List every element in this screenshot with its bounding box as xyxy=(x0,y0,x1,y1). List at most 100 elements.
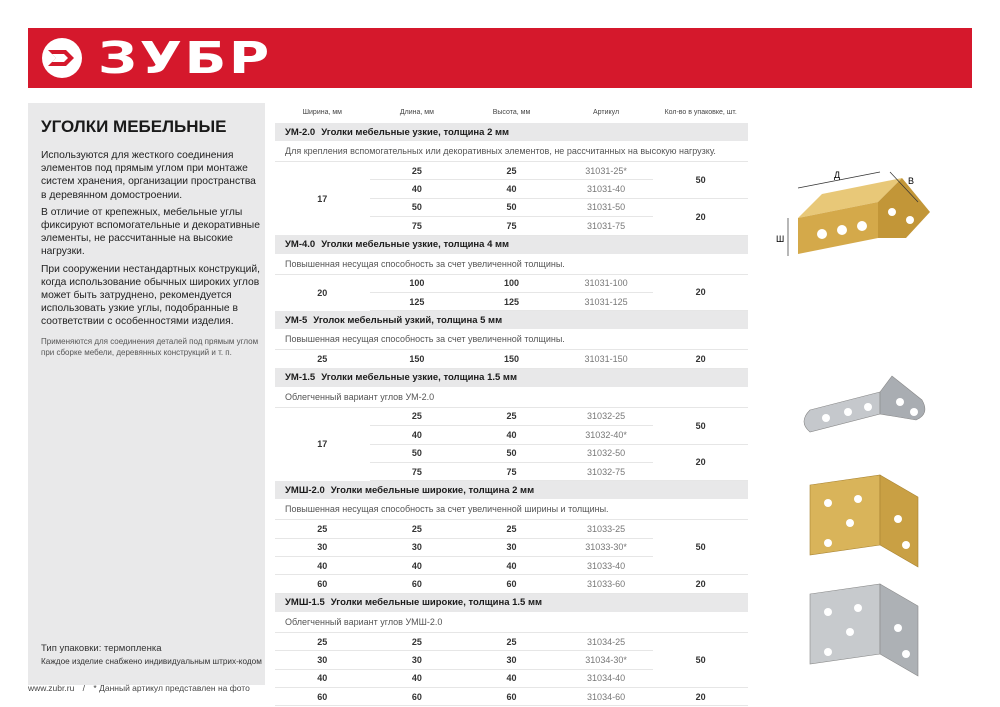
article-cell: 31031-40 xyxy=(558,179,654,199)
pack-qty-cell: 50 xyxy=(653,519,748,576)
table-row: 50 50 31031-50 20 xyxy=(275,198,748,236)
width-cell: 25 xyxy=(275,632,370,652)
width-label: Ш xyxy=(776,234,784,244)
length-cell: 40 xyxy=(369,179,465,199)
height-cell: 40 xyxy=(464,179,559,199)
length-cell: 50 xyxy=(369,198,465,218)
length-cell: 75 xyxy=(369,216,465,236)
section-desc-row: Повышенная несущая способность за счет у… xyxy=(275,499,748,521)
article-cell: 31034-60 xyxy=(558,687,654,707)
height-cell: 25 xyxy=(464,632,559,652)
length-label: Д xyxy=(834,170,840,180)
table-row: 75 75 31032-75 xyxy=(275,462,748,482)
paragraph: Используются для жесткого соединения эле… xyxy=(41,150,256,201)
pack-qty-cell: 20 xyxy=(653,574,748,594)
pack-qty-cell: 20 xyxy=(653,444,748,482)
section-description: Повышенная несущая способность за счет у… xyxy=(275,329,748,351)
photo-note: * Данный артикул представлен на фото xyxy=(93,683,250,693)
brand-name: ЗУБР xyxy=(98,32,272,84)
section-header-row: УМ-4.0 Уголки мебельные узкие, толщина 4 … xyxy=(275,235,748,254)
section-header-row: УМШ-1.5 Уголки мебельные широкие, толщина… xyxy=(275,593,748,612)
description-panel: УГОЛКИ МЕБЕЛЬНЫЕ Используются для жестко… xyxy=(28,103,265,685)
steel-narrow-bracket-photo xyxy=(803,375,926,433)
section-description: Повышенная несущая способность за счет у… xyxy=(275,499,748,521)
table-row: 30 30 30 31033-30* xyxy=(275,538,748,558)
table-row: 60 60 60 31034-60 20 xyxy=(275,687,748,707)
section-header-row: УМ-5 Уголок мебельный узкий, толщина 5 мм xyxy=(275,310,748,330)
section-description: Для крепления вспомогательных или декора… xyxy=(275,141,748,162)
column-header: Ширина, мм xyxy=(302,108,342,116)
column-header: Кол-во в упаковке, шт. xyxy=(664,108,737,116)
website-link[interactable]: www.zubr.ru xyxy=(28,683,75,693)
height-cell: 50 xyxy=(464,198,559,218)
section-title: УМ-1.5 Уголки мебельные узкие, толщина 1.… xyxy=(275,368,748,387)
article-cell: 31032-75 xyxy=(558,462,654,482)
width-cell: 25 xyxy=(275,519,370,539)
section-description: Повышенная несущая способность за счет у… xyxy=(275,253,748,275)
section-name: Уголки мебельные широкие, толщина 1.5 мм xyxy=(330,597,543,609)
column-header: Артикул xyxy=(593,108,620,116)
section-code: УМШ-1.5 xyxy=(285,597,325,609)
section-header-row: УМ-2.0 Уголки мебельные узкие, толщина 2 … xyxy=(275,123,748,141)
pack-qty-cell: 20 xyxy=(653,687,748,707)
article-cell: 31034-30* xyxy=(558,650,654,670)
table-row: 25 25 25 31034-25 50 xyxy=(275,632,748,689)
section-name: Уголки мебельные узкие, толщина 4 мм xyxy=(321,239,510,251)
product-table: Ширина, мм Длина, мм Высота, мм Артикул Кол-… xyxy=(275,101,748,707)
article-cell: 31034-40 xyxy=(558,669,654,689)
height-cell: 100 xyxy=(464,274,559,293)
height-cell: 30 xyxy=(464,650,559,670)
width-cell: 30 xyxy=(275,650,370,670)
section-name: Уголок мебельный узкий, толщина 5 мм xyxy=(313,314,503,326)
table-row: 40 40 40 31033-40 xyxy=(275,556,748,576)
article-cell: 31032-25 xyxy=(558,407,654,427)
height-cell: 150 xyxy=(464,349,559,369)
pack-qty-cell: 20 xyxy=(653,349,748,369)
section-code: УМ-4.0 xyxy=(285,239,316,251)
section-title: УМ-5 Уголок мебельный узкий, толщина 5 мм xyxy=(275,310,748,330)
height-label: В xyxy=(908,176,914,186)
section-title: УМШ-1.5 Уголки мебельные широкие, толщина… xyxy=(275,593,748,612)
width-cell: 17 xyxy=(317,193,328,204)
brass-narrow-bracket-photo: Д В Ш xyxy=(776,170,930,256)
section-header-row: УМ-1.5 Уголки мебельные узкие, толщина 1.… xyxy=(275,368,748,387)
article-cell: 31033-40 xyxy=(558,556,654,576)
article-cell: 31031-100 xyxy=(558,274,654,293)
table-row: 40 40 31031-40 xyxy=(275,179,748,199)
footer-separator: / xyxy=(82,683,86,693)
width-cell: 17 xyxy=(317,439,328,450)
product-photos: Д В Ш xyxy=(770,160,970,680)
table-row: 17 25 25 31031-25* 50 xyxy=(275,161,748,204)
height-cell: 50 xyxy=(464,444,559,463)
length-cell: 40 xyxy=(369,669,465,689)
section-title: УМ-4.0 Уголки мебельные узкие, толщина 4 … xyxy=(275,235,748,254)
pack-qty-cell: 20 xyxy=(653,274,748,312)
section-code: УМ-1.5 xyxy=(285,372,316,384)
pack-qty-cell: 20 xyxy=(653,198,748,236)
width-cell: 20 xyxy=(317,287,328,298)
section-title: УМ-2.0 Уголки мебельные узкие, толщина 2 … xyxy=(275,123,748,141)
height-cell: 25 xyxy=(464,407,559,427)
width-cell: 40 xyxy=(275,669,370,689)
column-header: Высота, мм xyxy=(492,108,531,116)
height-cell: 25 xyxy=(464,161,559,181)
length-cell: 30 xyxy=(369,650,465,670)
table-row: 20 100 100 31031-100 20 xyxy=(275,274,748,312)
table-row: 25 25 25 31033-25 50 xyxy=(275,519,748,576)
table-row: 60 60 60 31033-60 20 xyxy=(275,574,748,594)
section-name: Уголки мебельные широкие, толщина 2 мм xyxy=(330,484,535,496)
barcode-note: Каждое изделие снабжено индивидуальным ш… xyxy=(41,657,262,666)
length-cell: 25 xyxy=(369,407,465,427)
section-name: Уголки мебельные узкие, толщина 2 мм xyxy=(321,126,510,138)
article-cell: 31034-25 xyxy=(558,632,654,652)
length-cell: 30 xyxy=(369,538,465,558)
article-cell: 31033-25 xyxy=(558,519,654,539)
length-cell: 150 xyxy=(369,349,465,369)
article-cell: 31031-50 xyxy=(558,198,654,218)
table-row: 17 25 25 31032-25 50 xyxy=(275,407,748,449)
height-cell: 30 xyxy=(464,538,559,558)
length-cell: 50 xyxy=(369,444,465,463)
table-row: 125 125 31031-125 xyxy=(275,292,748,312)
paragraph: При сооружении нестандартных конструкций… xyxy=(41,263,261,328)
footer: www.zubr.ru / * Данный артикул представл… xyxy=(28,683,250,693)
